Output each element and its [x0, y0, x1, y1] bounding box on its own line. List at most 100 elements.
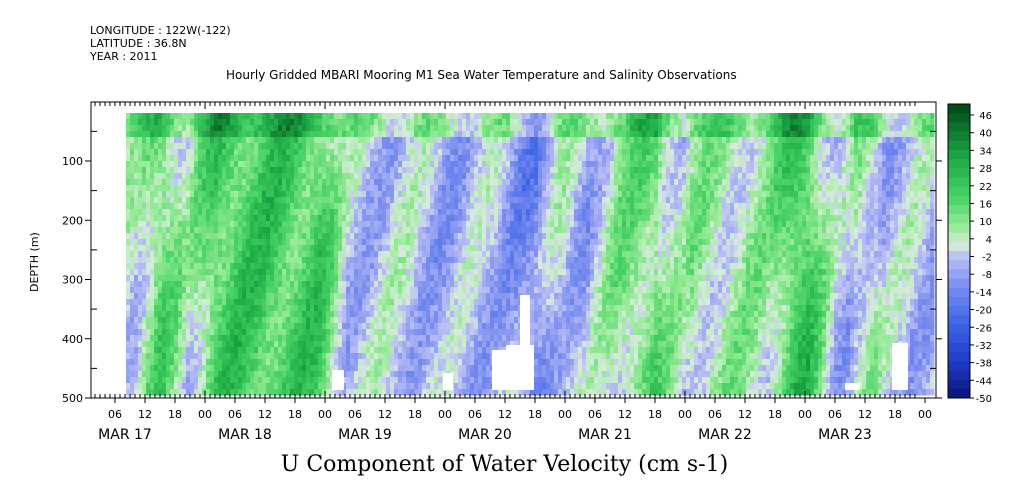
- missing-data-gap: [845, 383, 860, 390]
- colorbar-swatch: [948, 379, 970, 390]
- x-tick-label: 00: [918, 408, 932, 421]
- x-tick-label: 18: [528, 408, 542, 421]
- colorbar-swatch: [948, 159, 970, 169]
- colorbar-label: 4: [986, 235, 992, 246]
- x-tick-label: 06: [828, 408, 842, 421]
- x-tick-label: 18: [288, 408, 302, 421]
- colorbar-swatch: [948, 287, 970, 298]
- x-tick-label: 06: [108, 408, 122, 421]
- y-tick-label: 400: [62, 333, 83, 346]
- colorbar-swatch: [948, 195, 970, 206]
- x-tick-label: 06: [228, 408, 242, 421]
- colorbar-swatch: [948, 232, 970, 243]
- x-tick-label: 18: [408, 408, 422, 421]
- x-day-label: MAR 17: [98, 427, 152, 443]
- x-tick-label: 12: [498, 408, 512, 421]
- x-tick-label: 12: [258, 408, 272, 421]
- longitude-label: LONGITUDE : 122W(-122): [90, 24, 231, 37]
- colorbar-label: -44: [976, 376, 992, 387]
- colorbar-swatch: [948, 278, 970, 289]
- colorbar-swatch: [948, 149, 970, 160]
- colorbar-swatch: [948, 186, 970, 197]
- colorbar-swatch: [948, 104, 970, 114]
- x-tick-label: 06: [588, 408, 602, 421]
- colorbar-frame: [947, 103, 971, 399]
- year-label: YEAR : 2011: [90, 50, 158, 63]
- x-tick-label: 00: [798, 408, 812, 421]
- x-tick-label: 00: [198, 408, 212, 421]
- colorbar-label: -8: [982, 270, 992, 281]
- colorbar-swatch: [948, 324, 970, 335]
- x-axis-title: U Component of Water Velocity (cm s-1): [280, 452, 729, 477]
- colorbar-swatch: [948, 205, 970, 215]
- latitude-label: LATITUDE : 36.8N: [90, 37, 187, 50]
- colorbar-swatch: [948, 223, 970, 234]
- x-day-label: MAR 21: [578, 427, 632, 443]
- colorbar-swatch: [948, 214, 970, 224]
- x-tick-label: 00: [558, 408, 572, 421]
- colorbar-label: -26: [976, 323, 992, 334]
- x-day-label: MAR 19: [338, 427, 392, 443]
- colorbar-label: -20: [976, 306, 992, 317]
- x-tick-label: 12: [378, 408, 392, 421]
- x-tick-label: 06: [708, 408, 722, 421]
- colorbar-swatch: [948, 122, 970, 132]
- colorbar-swatch: [948, 251, 970, 261]
- colorbar-swatch: [948, 333, 970, 344]
- colorbar-label: -14: [976, 288, 992, 299]
- x-tick-label: 18: [168, 408, 182, 421]
- x-tick-label: 12: [738, 408, 752, 421]
- colorbar-label: 16: [979, 199, 992, 210]
- colorbar-swatch: [948, 269, 970, 279]
- x-day-label: MAR 22: [698, 427, 752, 443]
- y-tick-label: 300: [62, 274, 83, 287]
- y-tick-label: 100: [62, 155, 83, 168]
- missing-data-gap: [528, 345, 534, 390]
- colorbar-label: -32: [976, 341, 992, 352]
- colorbar-swatch: [948, 113, 970, 123]
- x-day-label: MAR 18: [218, 427, 272, 443]
- colorbar-swatch: [948, 370, 970, 381]
- colorbar-label: -2: [982, 253, 992, 264]
- x-day-label: MAR 20: [458, 427, 512, 443]
- colorbar-swatch: [948, 140, 970, 151]
- missing-data-gap: [492, 350, 506, 390]
- colorbar-swatch: [948, 241, 970, 252]
- colorbar-label: 34: [979, 146, 992, 157]
- colorbar-swatch: [948, 388, 970, 399]
- colorbar-swatch: [948, 260, 970, 270]
- x-tick-label: 18: [648, 408, 662, 421]
- x-tick-label: 06: [468, 408, 482, 421]
- colorbar-swatch: [948, 352, 970, 362]
- x-tick-label: 18: [768, 408, 782, 421]
- colorbar-label: -38: [976, 359, 992, 370]
- colorbar-swatch: [948, 296, 970, 307]
- y-tick-label: 500: [62, 392, 83, 405]
- missing-data-gap: [443, 373, 453, 390]
- colorbar-swatch: [948, 168, 970, 178]
- colorbar-swatch: [948, 315, 970, 325]
- colorbar-label: 28: [979, 164, 992, 175]
- colorbar-label: 46: [979, 111, 992, 122]
- y-tick-label: 200: [62, 214, 83, 227]
- colorbar-swatch: [948, 131, 970, 142]
- metadata-header: LONGITUDE : 122W(-122) LATITUDE : 36.8N …: [90, 24, 231, 63]
- x-tick-label: 00: [318, 408, 332, 421]
- missing-data-gap: [520, 295, 530, 390]
- colorbar-label: 22: [979, 182, 992, 193]
- x-tick-label: 12: [138, 408, 152, 421]
- missing-data-gap: [332, 370, 344, 390]
- colorbar-swatch: [948, 361, 970, 371]
- x-tick-label: 12: [618, 408, 632, 421]
- colorbar-label: 40: [979, 129, 992, 140]
- missing-data-gap: [892, 343, 908, 390]
- x-tick-label: 18: [888, 408, 902, 421]
- colorbar-swatch: [948, 342, 970, 353]
- colorbar-swatch: [948, 177, 970, 188]
- colorbar-label: -50: [976, 394, 992, 405]
- x-tick-label: 00: [438, 408, 452, 421]
- chart-title: Hourly Gridded MBARI Mooring M1 Sea Wate…: [226, 68, 737, 82]
- x-tick-label: 12: [858, 408, 872, 421]
- colorbar-swatch: [948, 306, 970, 316]
